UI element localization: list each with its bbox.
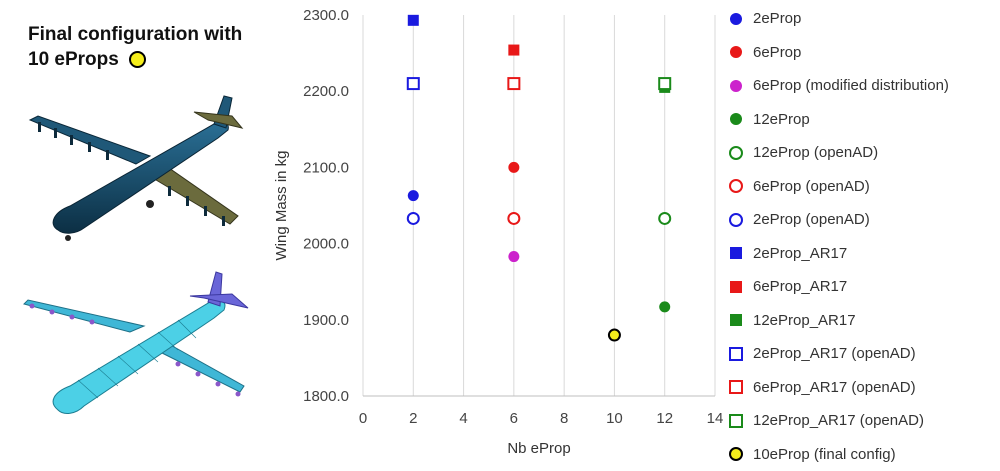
legend-label: 2eProp (openAD): [753, 211, 870, 228]
legend-marker-icon: [728, 346, 744, 362]
legend-label: 6eProp (openAD): [753, 178, 870, 195]
legend-marker-icon: [728, 279, 744, 295]
figure-caption: Final configuration with 10 eProps: [28, 22, 242, 72]
legend-label: 6eProp (modified distribution): [753, 77, 949, 94]
legend-label: 12eProp: [753, 111, 810, 128]
y-tick-label: 2100.0: [303, 159, 349, 176]
legend-marker-icon: [728, 44, 744, 60]
caption-line-1: Final configuration with: [28, 22, 242, 47]
legend-item: 6eProp: [728, 36, 998, 70]
data-point: [659, 78, 670, 89]
x-tick-label: 12: [656, 410, 673, 427]
final-config-marker-icon: [129, 51, 146, 68]
legend-marker-icon: [728, 312, 744, 328]
legend-item: 6eProp (modified distribution): [728, 69, 998, 103]
legend-marker-icon: [728, 212, 744, 228]
data-point: [659, 301, 670, 312]
legend-marker-icon: [728, 178, 744, 194]
legend-marker-icon: [728, 446, 744, 462]
legend-marker-icon: [728, 245, 744, 261]
legend-item: 12eProp: [728, 103, 998, 137]
x-tick-label: 10: [606, 410, 623, 427]
data-point: [508, 251, 519, 262]
aircraft-render-mesh: [18, 268, 258, 428]
legend-label: 12eProp_AR17 (openAD): [753, 412, 924, 429]
legend-item: 2eProp: [728, 2, 998, 36]
legend-label: 12eProp (openAD): [753, 144, 878, 161]
x-tick-label: 0: [359, 410, 367, 427]
legend-label: 10eProp (final config): [753, 446, 896, 463]
aircraft-render-shaded: [18, 92, 258, 252]
y-tick-label: 1800.0: [303, 388, 349, 405]
legend-label: 2eProp_AR17: [753, 245, 847, 262]
legend-item: 10eProp (final config): [728, 438, 998, 471]
x-tick-label: 8: [560, 410, 568, 427]
legend-item: 12eProp_AR17 (openAD): [728, 404, 998, 438]
legend-marker-icon: [728, 78, 744, 94]
y-tick-label: 2300.0: [303, 7, 349, 24]
legend-item: 12eProp_AR17: [728, 304, 998, 338]
data-point: [408, 190, 419, 201]
legend-marker-icon: [728, 111, 744, 127]
wing-mass-chart: 0 2 4 6 8 10 12 14 1800.0 1900.0 2000.0 2100.0 2200.…: [260, 0, 730, 463]
data-point: [508, 162, 519, 173]
data-point: [408, 213, 419, 224]
x-tick-label: 2: [409, 410, 417, 427]
legend-label: 12eProp_AR17: [753, 312, 856, 329]
data-point: [508, 45, 519, 56]
legend-item: 2eProp_AR17 (openAD): [728, 337, 998, 371]
legend-marker-icon: [728, 145, 744, 161]
data-point: [408, 15, 419, 26]
x-axis-label: Nb eProp: [507, 440, 570, 457]
legend-item: 6eProp_AR17 (openAD): [728, 371, 998, 405]
y-axis-label: Wing Mass in kg: [273, 150, 290, 260]
legend-item: 6eProp_AR17: [728, 270, 998, 304]
caption-line-2: 10 eProps: [28, 47, 119, 72]
legend-label: 6eProp_AR17 (openAD): [753, 379, 916, 396]
legend-item: 12eProp (openAD): [728, 136, 998, 170]
data-point: [659, 213, 670, 224]
x-tick-label: 14: [707, 410, 724, 427]
grid-lines: [363, 15, 715, 396]
data-point: [508, 78, 519, 89]
data-points: [408, 15, 670, 341]
legend-marker-icon: [728, 379, 744, 395]
data-point: [408, 78, 419, 89]
legend-label: 2eProp_AR17 (openAD): [753, 345, 916, 362]
legend-label: 6eProp_AR17: [753, 278, 847, 295]
data-point: [508, 213, 519, 224]
legend-item: 6eProp (openAD): [728, 170, 998, 204]
x-tick-label: 6: [510, 410, 518, 427]
y-tick-label: 2200.0: [303, 83, 349, 100]
x-tick-label: 4: [459, 410, 467, 427]
y-tick-label: 2000.0: [303, 236, 349, 253]
legend-item: 2eProp (openAD): [728, 203, 998, 237]
legend-marker-icon: [728, 11, 744, 27]
chart-legend: 2eProp 6eProp 6eProp (modified distributio…: [728, 2, 998, 471]
legend-item: 2eProp_AR17: [728, 237, 998, 271]
legend-label: 2eProp: [753, 10, 801, 27]
legend-label: 6eProp: [753, 44, 801, 61]
legend-marker-icon: [728, 413, 744, 429]
y-tick-label: 1900.0: [303, 312, 349, 329]
data-point: [609, 330, 620, 341]
